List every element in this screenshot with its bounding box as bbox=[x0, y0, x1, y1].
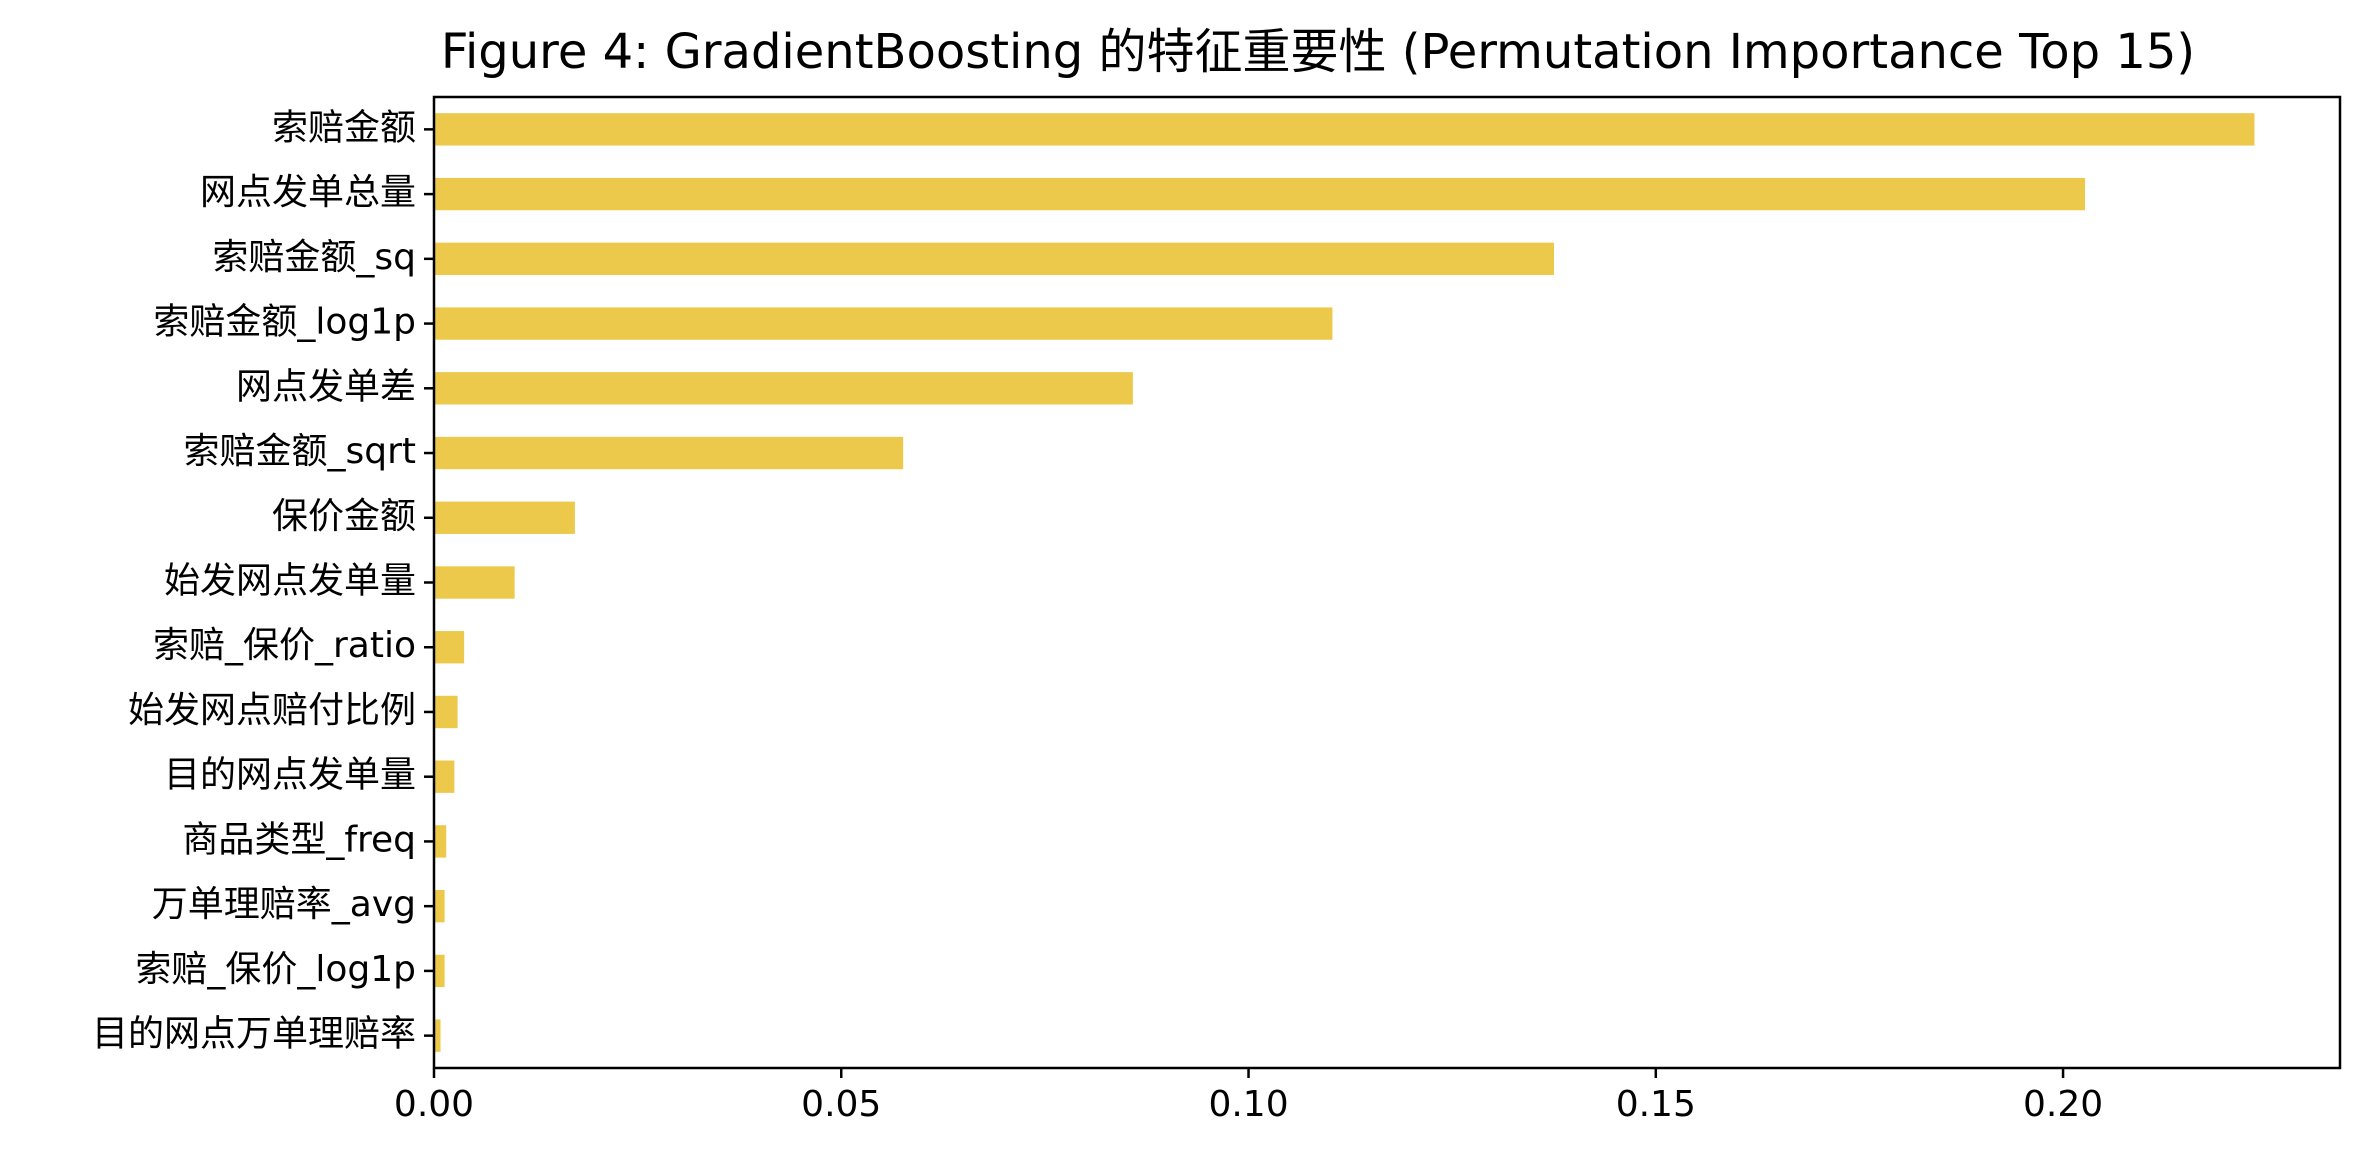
bar-1 bbox=[434, 177, 2086, 211]
y-tick-label-11: 商品类型_freq bbox=[182, 819, 416, 860]
bar-9 bbox=[434, 695, 458, 729]
x-tick-label-0: 0.00 bbox=[394, 1084, 474, 1125]
plot-frame bbox=[432, 95, 2342, 1070]
y-tick-label-6: 保价金额 bbox=[272, 496, 416, 537]
bar-3 bbox=[434, 307, 1333, 340]
chart-title: Figure 4: GradientBoosting 的特征重要性 (Permu… bbox=[441, 24, 2195, 80]
bars-group bbox=[434, 113, 2255, 1052]
y-tick-label-12: 万单理赔率_avg bbox=[152, 884, 416, 925]
x-tick-label-3: 0.15 bbox=[1616, 1084, 1696, 1125]
y-tick-label-5: 索赔金额_sqrt bbox=[183, 431, 416, 472]
y-tick-label-0: 索赔金额 bbox=[272, 107, 416, 148]
bar-11 bbox=[434, 825, 447, 858]
y-tick-label-2: 索赔金额_sq bbox=[212, 237, 416, 278]
bar-5 bbox=[434, 436, 904, 470]
y-tick-label-1: 网点发单总量 bbox=[200, 172, 416, 213]
bar-2 bbox=[434, 242, 1554, 276]
y-tick-label-9: 始发网点赔付比例 bbox=[128, 690, 416, 731]
y-tick-label-13: 索赔_保价_log1p bbox=[135, 949, 416, 990]
bar-6 bbox=[434, 501, 575, 534]
y-tick-label-8: 索赔_保价_ratio bbox=[153, 625, 416, 666]
bar-4 bbox=[434, 372, 1133, 405]
y-tick-label-14: 目的网点万单理赔率 bbox=[92, 1014, 416, 1055]
x-tick-label-1: 0.05 bbox=[801, 1084, 881, 1125]
bar-10 bbox=[434, 760, 455, 793]
y-tick-label-7: 始发网点发单量 bbox=[164, 561, 416, 602]
bar-7 bbox=[434, 566, 515, 599]
bar-14 bbox=[434, 1019, 441, 1052]
bar-8 bbox=[434, 631, 465, 664]
y-tick-label-10: 目的网点发单量 bbox=[164, 755, 416, 796]
x-axis: 0.00 0.05 0.10 0.15 0.20 bbox=[394, 1068, 2103, 1125]
x-tick-label-4: 0.20 bbox=[2023, 1084, 2103, 1125]
y-tick-label-4: 网点发单差 bbox=[236, 366, 416, 407]
bar-0 bbox=[434, 113, 2255, 146]
y-tick-label-3: 索赔金额_log1p bbox=[153, 302, 416, 343]
bar-12 bbox=[434, 889, 445, 923]
bar-13 bbox=[434, 954, 445, 988]
x-tick-label-2: 0.10 bbox=[1208, 1084, 1288, 1125]
